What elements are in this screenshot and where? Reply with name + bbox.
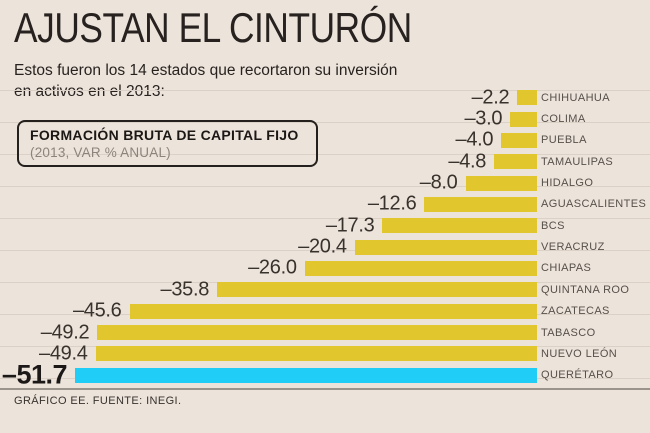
chart-row: –45.6 ZACATECAS bbox=[0, 299, 650, 322]
value-label: –35.8 bbox=[160, 278, 210, 301]
legend-title: FORMACIÓN BRUTA DE CAPITAL FIJO bbox=[30, 127, 299, 143]
chart-row: –51.7 QUERÉTARO bbox=[0, 360, 650, 390]
state-label: TABASCO bbox=[541, 326, 596, 339]
bar bbox=[97, 325, 537, 341]
chart-row: –2.2 CHIHUAHUA bbox=[0, 86, 650, 109]
value-label: –49.4 bbox=[39, 342, 88, 365]
subtitle-line1: Estos fueron los 14 estados que recortar… bbox=[14, 62, 398, 79]
bar-highlighted bbox=[75, 367, 537, 383]
value-label: –26.0 bbox=[248, 256, 297, 279]
state-label: BCS bbox=[541, 219, 565, 232]
state-label: AGUASCALIENTES bbox=[541, 198, 647, 211]
source-note: GRÁFICO EE. FUENTE: INEGI. bbox=[14, 395, 182, 407]
state-label: CHIHUAHUA bbox=[541, 91, 610, 104]
chart-row: –17.3 BCS bbox=[0, 214, 650, 237]
chart-row: –20.4 VERACRUZ bbox=[0, 235, 650, 258]
bar bbox=[129, 303, 537, 319]
legend-subtitle: (2013, VAR % ANUAL) bbox=[30, 145, 171, 160]
chart-row: –3.0 COLIMA bbox=[0, 107, 650, 130]
value-label: –8.0 bbox=[419, 171, 458, 194]
bar bbox=[510, 111, 537, 127]
state-label: VERACRUZ bbox=[541, 241, 605, 254]
chart-row: –49.4 NUEVO LEÓN bbox=[0, 342, 650, 365]
chart-row: –35.8 QUINTANA ROO bbox=[0, 278, 650, 301]
bar-chart: –2.2 CHIHUAHUA –3.0 COLIMA –4.0 PUEBLA –4.8 TAM… bbox=[0, 86, 650, 390]
chart-row: –26.0 CHIAPAS bbox=[0, 256, 650, 279]
chart-row: –49.2 TABASCO bbox=[0, 321, 650, 344]
value-label: –12.6 bbox=[367, 192, 417, 215]
value-label: –4.0 bbox=[455, 128, 494, 151]
bar bbox=[382, 218, 537, 234]
state-label: NUEVO LEÓN bbox=[541, 347, 618, 360]
chart-row: –4.0 PUEBLA bbox=[0, 128, 650, 151]
state-label: QUERÉTARO bbox=[541, 369, 614, 382]
bar bbox=[517, 90, 537, 106]
state-label: TAMAULIPAS bbox=[541, 155, 614, 168]
value-label: –2.2 bbox=[471, 86, 510, 109]
value-label: –49.2 bbox=[40, 321, 90, 344]
bar bbox=[304, 260, 537, 276]
chart-row: –8.0 HIDALGO bbox=[0, 171, 650, 194]
page-title: AJUSTAN EL CINTURÓN bbox=[14, 4, 412, 51]
legend-box: FORMACIÓN BRUTA DE CAPITAL FIJO (2013, V… bbox=[17, 120, 318, 167]
value-label: –45.6 bbox=[72, 299, 122, 322]
state-label: HIDALGO bbox=[541, 177, 594, 190]
bar bbox=[501, 132, 537, 148]
bar bbox=[95, 346, 537, 362]
value-label: –3.0 bbox=[464, 107, 503, 130]
state-label: QUINTANA ROO bbox=[541, 283, 630, 296]
footer-separator bbox=[0, 388, 650, 390]
state-label: COLIMA bbox=[541, 113, 586, 126]
chart-row: –4.8 TAMAULIPAS bbox=[0, 150, 650, 173]
bar bbox=[354, 239, 537, 255]
state-label: ZACATECAS bbox=[541, 305, 610, 318]
value-label: –4.8 bbox=[448, 150, 487, 173]
value-label: –20.4 bbox=[298, 235, 347, 258]
chart-row: –12.6 AGUASCALIENTES bbox=[0, 192, 650, 215]
bar bbox=[465, 175, 537, 191]
bar bbox=[217, 282, 537, 298]
state-label: CHIAPAS bbox=[541, 262, 592, 275]
state-label: PUEBLA bbox=[541, 134, 587, 147]
bar bbox=[424, 196, 537, 212]
value-label: –17.3 bbox=[325, 214, 375, 237]
value-label: –51.7 bbox=[1, 359, 68, 390]
bar bbox=[494, 154, 537, 170]
